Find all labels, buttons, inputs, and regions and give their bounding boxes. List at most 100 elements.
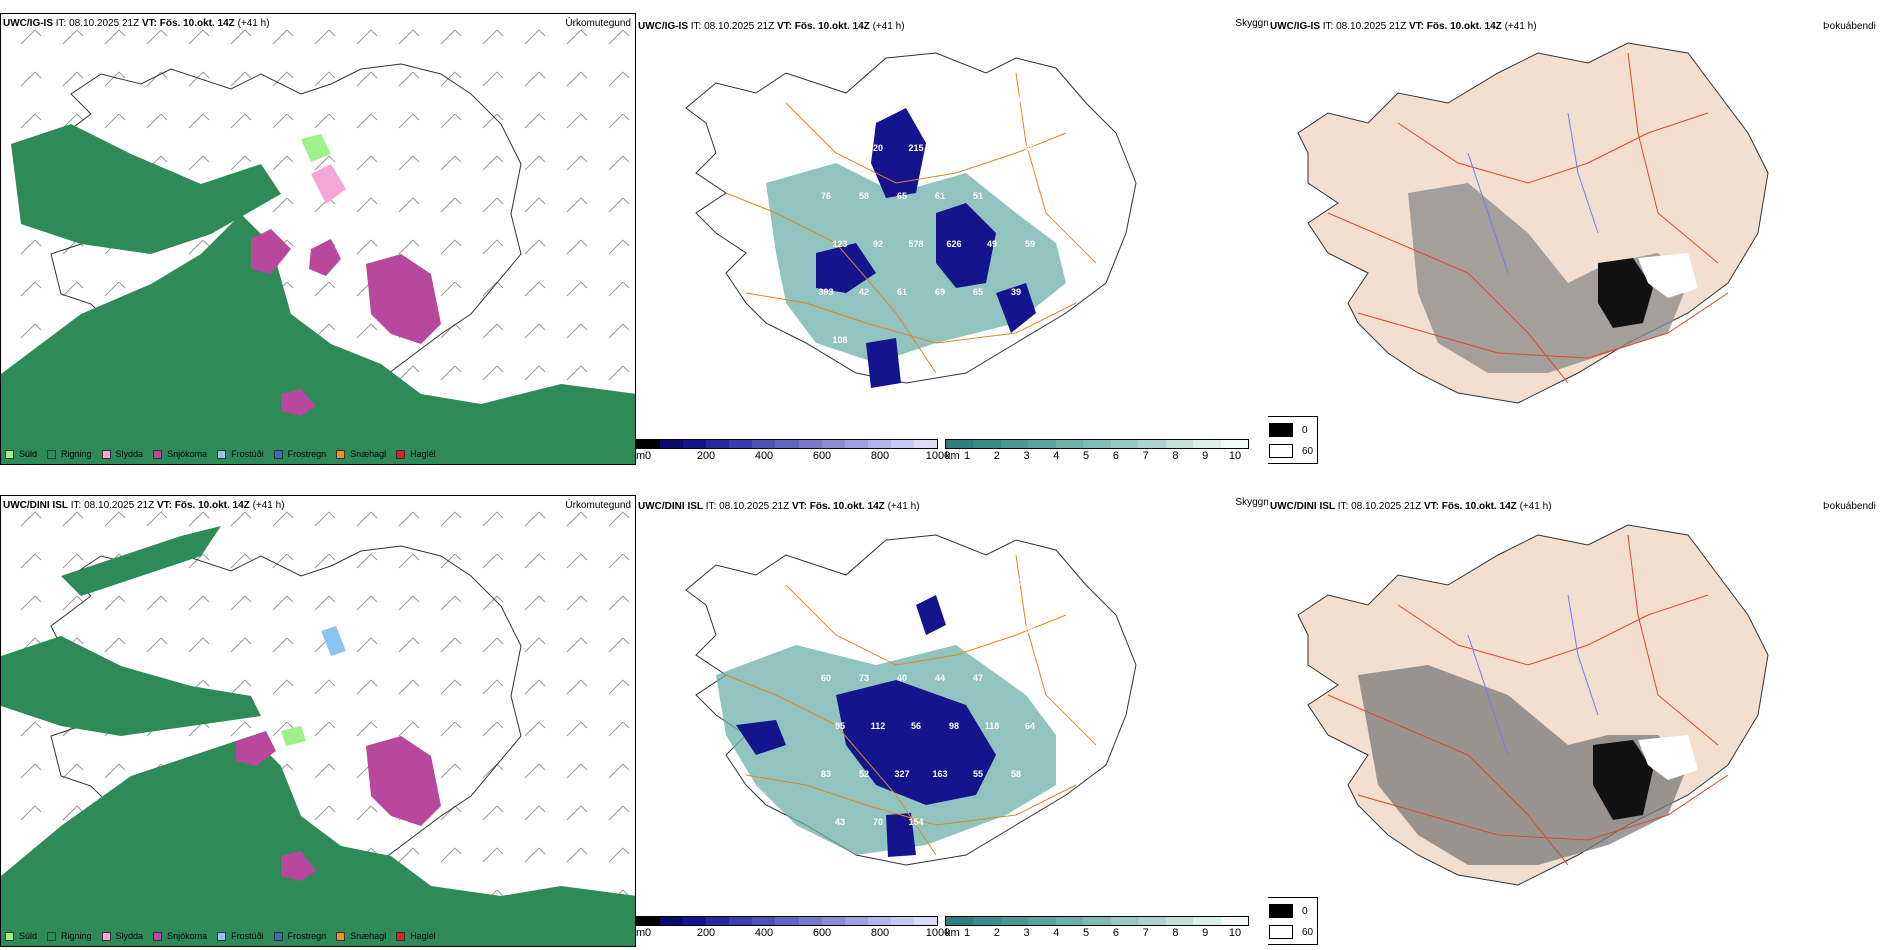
wind-barb [356, 679, 378, 695]
wind-barb [272, 155, 294, 171]
wind-barb [104, 511, 126, 527]
wind-barb [188, 155, 210, 171]
wind-barb [356, 239, 378, 255]
ceiling-value-label: 44 [935, 673, 945, 683]
wind-barb [440, 155, 462, 171]
ceiling-low-cloud-4 [996, 283, 1036, 333]
ceiling-value-label: 52 [859, 769, 869, 779]
ceiling-value-label: 75 [835, 143, 845, 153]
legend-label: Snæhagl [350, 931, 387, 941]
rain-area [1, 736, 635, 946]
ceiling-value-label: 70 [873, 817, 883, 827]
legend-item-rigning: Rigning [47, 931, 92, 941]
ceiling-value-label: 44 [935, 95, 945, 105]
lead-time: (+41 h) [887, 501, 920, 512]
wind-barb [566, 113, 588, 129]
colorbar-step [637, 917, 661, 925]
ceiling-colorbar [636, 916, 938, 926]
wind-barb [356, 595, 378, 611]
legend-label: Haglél [410, 931, 436, 941]
wind-barb [104, 281, 126, 297]
wind-barb [608, 29, 630, 45]
ceiling-value-label: 65 [973, 287, 983, 297]
rain-area [1, 214, 635, 464]
wind-barb [440, 113, 462, 129]
drizzle-area [301, 134, 331, 162]
wind-barb [608, 805, 630, 821]
wind-barb [608, 155, 630, 171]
wind-barb [398, 197, 420, 213]
wind-barb [20, 511, 42, 527]
colorbar-step [683, 917, 707, 925]
valid-time: VT: Fös. 10.okt. 14Z [141, 18, 235, 29]
colorbar-step [867, 440, 891, 448]
wind-barb [230, 113, 252, 129]
wind-barb [440, 365, 462, 381]
init-time: IT: 08.10.2025 21Z [70, 500, 155, 511]
panel-title: UWC/IG-IS IT: 08.10.2025 21Z VT: Fös. 10… [3, 18, 270, 29]
ceiling-value-label: 47 [973, 673, 983, 683]
panel-label: Úrkomutegund [565, 18, 631, 29]
panel-title: UWC/DINI ISL IT: 08.10.2025 21Z VT: Fös.… [638, 501, 920, 512]
init-time: IT: 08.10.2025 21Z [705, 501, 790, 512]
visibility-shading [766, 163, 1066, 363]
fog-legend-high-swatch [1269, 904, 1293, 918]
wind-barb [62, 281, 84, 297]
wind-barb [566, 323, 588, 339]
wind-barb [146, 113, 168, 129]
wind-barb [398, 511, 420, 527]
colorbar-step [1083, 917, 1111, 925]
wind-barb [608, 511, 630, 527]
fog-gray-shading [1358, 665, 1688, 865]
sleet-area [311, 164, 346, 204]
colorbar-tick: 400 [754, 450, 774, 462]
ceiling-value-label: 41 [987, 625, 997, 635]
fog-dense-core [1593, 740, 1653, 820]
wind-barb [440, 71, 462, 87]
fog-legend: 0 60 [1268, 416, 1318, 464]
colorbar-step [1138, 440, 1166, 448]
legend-label: Snjókoma [167, 449, 208, 459]
wind-barb [188, 239, 210, 255]
legend-label: Haglél [410, 449, 436, 459]
legend-item-haglél: Haglél [396, 449, 436, 459]
ceiling-value-label: 72 [935, 577, 945, 587]
ceiling-value-label: 49 [821, 95, 831, 105]
wind-barb [440, 29, 462, 45]
ceiling-value-label: 218 [856, 577, 871, 587]
ceiling-value-label: 50 [1025, 625, 1035, 635]
wind-barb [608, 365, 630, 381]
ceiling-value-label: 393 [818, 287, 833, 297]
road-network [725, 72, 1097, 374]
freezing-drizzle-area [321, 626, 346, 656]
wind-barb [524, 29, 546, 45]
legend-label: Slydda [115, 449, 144, 459]
wind-barb [440, 637, 462, 653]
model-name: UWC/DINI ISL [638, 501, 703, 512]
panel-label: Þokuábendi [1823, 21, 1876, 32]
precip-map [1, 511, 635, 946]
wind-barb [230, 71, 252, 87]
wind-barb [188, 113, 210, 129]
legend-swatch [336, 931, 346, 941]
ceiling-colorbar [636, 439, 938, 449]
wind-barb [230, 553, 252, 569]
ceiling-value-label: 58 [1011, 769, 1021, 779]
wind-barb [20, 113, 42, 129]
colorbar-tick: 1 [963, 450, 971, 462]
colorbar-tick: 5 [1083, 927, 1090, 939]
rain-band [1, 636, 261, 736]
legend-swatch [5, 931, 14, 941]
colorbar-step [1220, 440, 1248, 448]
ceiling-unit: m [636, 927, 646, 939]
legend-swatch [5, 449, 14, 459]
wind-barb [608, 197, 630, 213]
wind-barb [482, 113, 504, 129]
legend-item-snæhagl: Snæhagl [336, 931, 386, 941]
legend-label: Rigning [61, 931, 92, 941]
lead-time: (+41 h) [252, 500, 285, 511]
precip-legend: Súld Rigning Slydda Snjókoma Frostúði Frostre… [5, 446, 446, 462]
wind-barb [524, 637, 546, 653]
ceiling-value-label: 51 [973, 191, 983, 201]
legend-label: Snjókoma [167, 931, 208, 941]
